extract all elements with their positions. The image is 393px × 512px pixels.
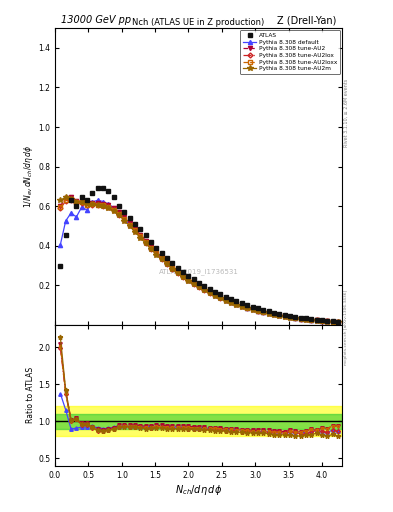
ATLAS — [309, 316, 314, 322]
Pythia 8.308 tune-AU2 — [309, 317, 314, 323]
Pythia 8.308 default — [309, 317, 314, 323]
Pythia 8.308 tune-AU2lox — [336, 319, 340, 325]
ATLAS — [229, 296, 233, 302]
Title: Nch (ATLAS UE in Z production): Nch (ATLAS UE in Z production) — [132, 18, 264, 27]
Pythia 8.308 tune-AU2m — [229, 300, 233, 306]
Pythia 8.308 default — [336, 319, 340, 325]
Text: Z (Drell-Yan): Z (Drell-Yan) — [277, 15, 336, 25]
Line: ATLAS: ATLAS — [58, 186, 340, 324]
Pythia 8.308 tune-AU2lox — [69, 197, 73, 203]
Pythia 8.308 tune-AU2lox — [229, 300, 233, 306]
Pythia 8.308 tune-AU2loxx — [138, 233, 143, 239]
Pythia 8.308 tune-AU2 — [239, 303, 244, 309]
Pythia 8.308 tune-AU2m — [277, 313, 281, 319]
Pythia 8.308 tune-AU2m — [336, 319, 340, 326]
Pythia 8.308 tune-AU2loxx — [58, 204, 63, 210]
Y-axis label: $1/N_{ev}\,dN_{ch}/d\eta\,d\phi$: $1/N_{ev}\,dN_{ch}/d\eta\,d\phi$ — [22, 145, 35, 208]
Pythia 8.308 default — [224, 297, 228, 303]
X-axis label: $N_{ch}/d\eta\,d\phi$: $N_{ch}/d\eta\,d\phi$ — [175, 482, 222, 497]
Pythia 8.308 default — [277, 312, 281, 318]
Pythia 8.308 tune-AU2m — [224, 297, 228, 304]
ATLAS — [95, 185, 100, 191]
Text: Rivet 3.1.10, ≥ 2.6M events: Rivet 3.1.10, ≥ 2.6M events — [344, 78, 349, 147]
ATLAS — [277, 311, 281, 317]
Pythia 8.308 tune-AU2lox — [58, 205, 63, 211]
Pythia 8.308 default — [95, 197, 100, 203]
Line: Pythia 8.308 tune-AU2m: Pythia 8.308 tune-AU2m — [58, 195, 341, 325]
Text: 13000 GeV pp: 13000 GeV pp — [61, 15, 131, 25]
Pythia 8.308 tune-AU2lox — [309, 317, 314, 323]
Pythia 8.308 tune-AU2loxx — [224, 297, 228, 303]
Pythia 8.308 tune-AU2 — [69, 194, 73, 200]
Pythia 8.308 tune-AU2 — [58, 203, 63, 209]
Pythia 8.308 tune-AU2lox — [138, 234, 143, 240]
ATLAS — [239, 300, 244, 306]
Line: Pythia 8.308 tune-AU2loxx: Pythia 8.308 tune-AU2loxx — [59, 197, 340, 324]
Y-axis label: Ratio to ATLAS: Ratio to ATLAS — [26, 367, 35, 423]
Pythia 8.308 default — [239, 303, 244, 309]
Pythia 8.308 tune-AU2lox — [239, 303, 244, 309]
Pythia 8.308 tune-AU2lox — [224, 297, 228, 304]
Line: Pythia 8.308 default: Pythia 8.308 default — [58, 198, 340, 324]
Pythia 8.308 tune-AU2lox — [277, 312, 281, 318]
Pythia 8.308 tune-AU2loxx — [229, 299, 233, 305]
Pythia 8.308 tune-AU2m — [138, 234, 143, 241]
Pythia 8.308 default — [58, 242, 63, 248]
ATLAS — [224, 294, 228, 300]
Text: mcplots.cern.ch [arXiv:1306.3436]: mcplots.cern.ch [arXiv:1306.3436] — [344, 290, 348, 365]
ATLAS — [336, 318, 340, 325]
Pythia 8.308 default — [229, 299, 233, 305]
Pythia 8.308 tune-AU2m — [309, 317, 314, 323]
Pythia 8.308 default — [138, 233, 143, 239]
Pythia 8.308 tune-AU2 — [336, 319, 340, 325]
Pythia 8.308 tune-AU2loxx — [309, 317, 314, 323]
ATLAS — [58, 263, 63, 269]
Line: Pythia 8.308 tune-AU2lox: Pythia 8.308 tune-AU2lox — [59, 198, 340, 324]
Pythia 8.308 tune-AU2 — [138, 232, 143, 238]
Pythia 8.308 tune-AU2m — [58, 197, 63, 203]
Pythia 8.308 tune-AU2 — [229, 298, 233, 305]
Text: ATLAS_2019_I1736531: ATLAS_2019_I1736531 — [158, 268, 239, 275]
Pythia 8.308 tune-AU2loxx — [336, 319, 340, 325]
Legend: ATLAS, Pythia 8.308 default, Pythia 8.308 tune-AU2, Pythia 8.308 tune-AU2lox, Py: ATLAS, Pythia 8.308 default, Pythia 8.30… — [240, 30, 340, 74]
Pythia 8.308 tune-AU2m — [63, 194, 68, 200]
Line: Pythia 8.308 tune-AU2: Pythia 8.308 tune-AU2 — [58, 195, 340, 324]
Pythia 8.308 tune-AU2loxx — [239, 303, 244, 309]
Pythia 8.308 tune-AU2loxx — [277, 312, 281, 318]
Pythia 8.308 tune-AU2loxx — [69, 196, 73, 202]
Pythia 8.308 tune-AU2 — [277, 312, 281, 318]
ATLAS — [138, 226, 143, 232]
Pythia 8.308 tune-AU2m — [239, 304, 244, 310]
Pythia 8.308 tune-AU2 — [224, 296, 228, 303]
